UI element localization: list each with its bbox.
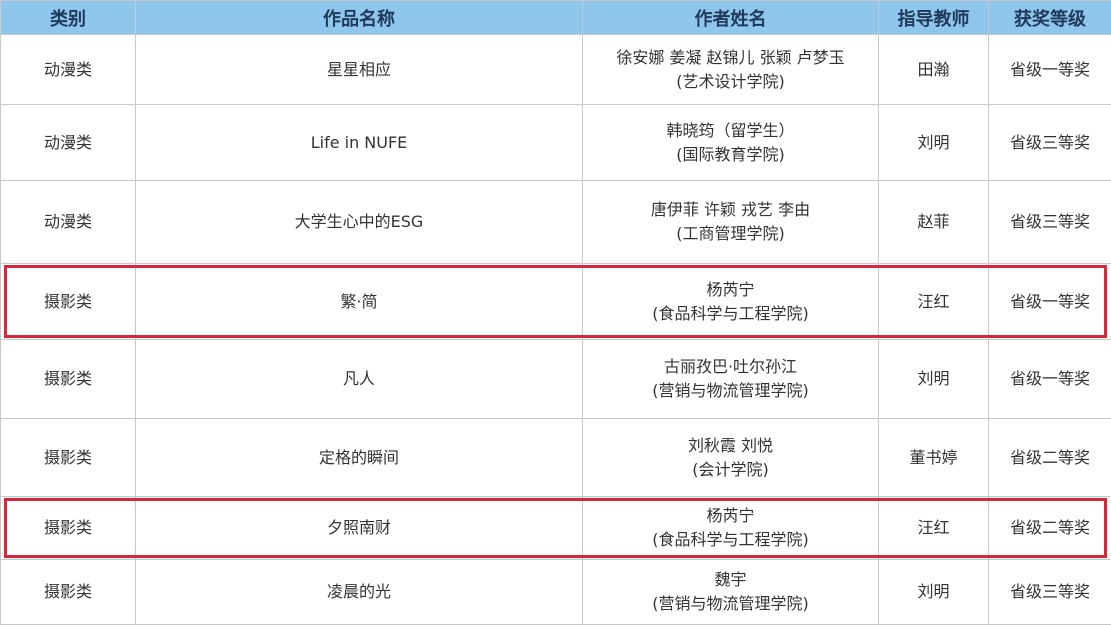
- header-row: 类别 作品名称 作者姓名 指导教师 获奖等级: [1, 1, 1111, 35]
- cell-title: 夕照南财: [136, 497, 583, 560]
- author-names: 杨芮宁: [583, 504, 878, 528]
- cell-authors: 徐安娜 姜凝 赵锦儿 张颖 卢梦玉(艺术设计学院): [583, 35, 879, 105]
- header-advisor: 指导教师: [879, 1, 989, 35]
- cell-advisor: 董书婷: [879, 419, 989, 497]
- author-names: 唐伊菲 许颖 戎艺 李由: [583, 198, 878, 222]
- cell-award: 省级三等奖: [989, 560, 1111, 625]
- author-college: (艺术设计学院): [583, 70, 878, 94]
- cell-advisor: 刘明: [879, 105, 989, 181]
- cell-authors: 魏宇(营销与物流管理学院): [583, 560, 879, 625]
- author-college: (会计学院): [583, 458, 878, 482]
- cell-advisor: 汪红: [879, 497, 989, 560]
- cell-authors: 刘秋霞 刘悦(会计学院): [583, 419, 879, 497]
- author-names: 徐安娜 姜凝 赵锦儿 张颖 卢梦玉: [583, 46, 878, 70]
- author-names: 韩晓筠（留学生）: [583, 119, 878, 143]
- cell-title: 凡人: [136, 340, 583, 419]
- cell-title: 星星相应: [136, 35, 583, 105]
- cell-title: 繁·简: [136, 264, 583, 340]
- table-row: 动漫类星星相应徐安娜 姜凝 赵锦儿 张颖 卢梦玉(艺术设计学院)田瀚省级一等奖: [1, 35, 1111, 105]
- cell-title: 凌晨的光: [136, 560, 583, 625]
- cell-award: 省级一等奖: [989, 340, 1111, 419]
- cell-category: 动漫类: [1, 105, 136, 181]
- author-college: (食品科学与工程学院): [583, 302, 878, 326]
- cell-category: 动漫类: [1, 181, 136, 264]
- author-names: 魏宇: [583, 568, 878, 592]
- cell-category: 摄影类: [1, 340, 136, 419]
- header-award: 获奖等级: [989, 1, 1111, 35]
- header-title: 作品名称: [136, 1, 583, 35]
- table-row: 摄影类繁·简杨芮宁(食品科学与工程学院)汪红省级一等奖: [1, 264, 1111, 340]
- author-college: (营销与物流管理学院): [583, 592, 878, 616]
- author-names: 古丽孜巴·吐尔孙江: [583, 355, 878, 379]
- author-college: (国际教育学院): [583, 143, 878, 167]
- cell-advisor: 田瀚: [879, 35, 989, 105]
- cell-award: 省级一等奖: [989, 35, 1111, 105]
- author-college: (食品科学与工程学院): [583, 528, 878, 552]
- cell-title: 大学生心中的ESG: [136, 181, 583, 264]
- cell-category: 摄影类: [1, 497, 136, 560]
- cell-award: 省级二等奖: [989, 419, 1111, 497]
- cell-title: 定格的瞬间: [136, 419, 583, 497]
- cell-authors: 唐伊菲 许颖 戎艺 李由(工商管理学院): [583, 181, 879, 264]
- cell-authors: 古丽孜巴·吐尔孙江(营销与物流管理学院): [583, 340, 879, 419]
- cell-category: 动漫类: [1, 35, 136, 105]
- cell-authors: 杨芮宁(食品科学与工程学院): [583, 497, 879, 560]
- header-category: 类别: [1, 1, 136, 35]
- cell-award: 省级二等奖: [989, 497, 1111, 560]
- cell-authors: 杨芮宁(食品科学与工程学院): [583, 264, 879, 340]
- cell-advisor: 刘明: [879, 340, 989, 419]
- cell-advisor: 赵菲: [879, 181, 989, 264]
- cell-award: 省级一等奖: [989, 264, 1111, 340]
- author-college: (营销与物流管理学院): [583, 379, 878, 403]
- cell-award: 省级三等奖: [989, 105, 1111, 181]
- table-row: 摄影类定格的瞬间刘秋霞 刘悦(会计学院)董书婷省级二等奖: [1, 419, 1111, 497]
- author-names: 刘秋霞 刘悦: [583, 434, 878, 458]
- table-row: 摄影类凌晨的光魏宇(营销与物流管理学院)刘明省级三等奖: [1, 560, 1111, 625]
- cell-award: 省级三等奖: [989, 181, 1111, 264]
- author-names: 杨芮宁: [583, 278, 878, 302]
- cell-advisor: 刘明: [879, 560, 989, 625]
- author-college: (工商管理学院): [583, 222, 878, 246]
- table-row: 摄影类夕照南财杨芮宁(食品科学与工程学院)汪红省级二等奖: [1, 497, 1111, 560]
- cell-advisor: 汪红: [879, 264, 989, 340]
- cell-authors: 韩晓筠（留学生）(国际教育学院): [583, 105, 879, 181]
- cell-title: Life in NUFE: [136, 105, 583, 181]
- cell-category: 摄影类: [1, 419, 136, 497]
- table-row: 摄影类凡人古丽孜巴·吐尔孙江(营销与物流管理学院)刘明省级一等奖: [1, 340, 1111, 419]
- header-authors: 作者姓名: [583, 1, 879, 35]
- cell-category: 摄影类: [1, 560, 136, 625]
- cell-category: 摄影类: [1, 264, 136, 340]
